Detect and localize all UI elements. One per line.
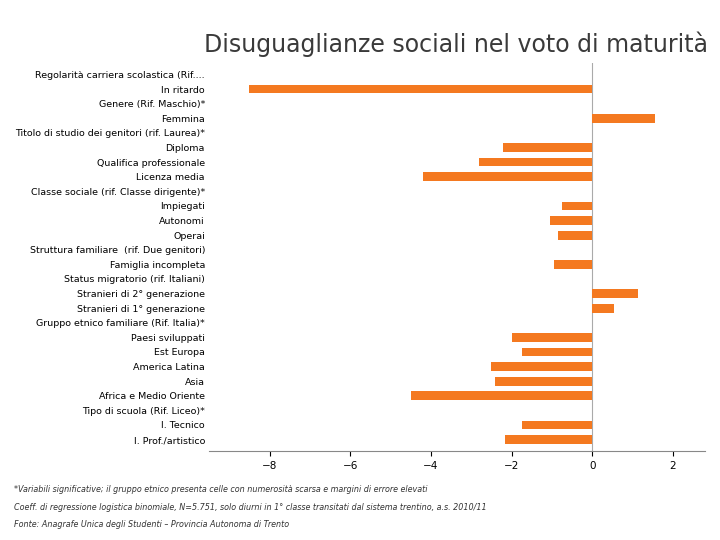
Bar [521, 421, 592, 429]
Bar [554, 260, 592, 269]
Bar [505, 435, 592, 444]
Bar [495, 377, 592, 386]
Bar [521, 348, 592, 356]
Bar [592, 114, 654, 123]
Text: Fonte: Anagrafe Unica degli Studenti – Provincia Autonoma di Trento: Fonte: Anagrafe Unica degli Studenti – P… [14, 520, 289, 529]
Bar [592, 289, 639, 298]
Bar [592, 304, 614, 313]
Bar [511, 333, 592, 342]
Bar [410, 392, 592, 400]
Bar [249, 85, 592, 93]
Bar [558, 231, 592, 240]
Text: Coeff. di regressione logistica binomiale, N=5.751, solo diurni in 1° classe tra: Coeff. di regressione logistica binomial… [14, 503, 487, 512]
Bar [503, 143, 592, 152]
Bar [550, 216, 592, 225]
Bar [480, 158, 592, 166]
Text: Disuguaglianze sociali nel voto di maturità: Disuguaglianze sociali nel voto di matur… [204, 31, 708, 57]
Text: *Variabili significative; il gruppo etnico presenta celle con numerosità scarsa : *Variabili significative; il gruppo etni… [14, 485, 428, 494]
Bar [423, 172, 592, 181]
Bar [491, 362, 592, 371]
Bar [562, 201, 592, 210]
